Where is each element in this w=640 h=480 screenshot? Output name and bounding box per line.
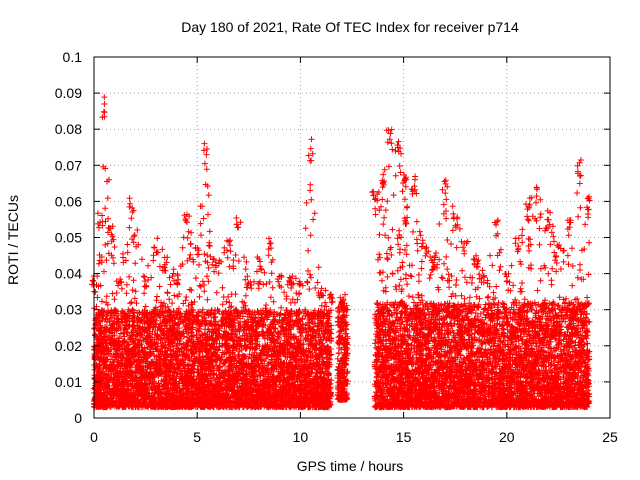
y-tick-label: 0.1 <box>63 49 83 65</box>
y-tick-label: 0 <box>74 410 82 426</box>
x-tick-label: 20 <box>499 429 515 445</box>
y-tick-label: 0.06 <box>55 193 82 209</box>
y-tick-label: 0.07 <box>55 157 82 173</box>
axis-ticks <box>93 56 611 419</box>
y-tick-labels: 0 0.01 0.02 0.03 0.04 0.05 0.06 0.07 0.08 0.09 0.1 <box>55 49 82 426</box>
x-tick-label: 15 <box>396 429 412 445</box>
y-tick-label: 0.09 <box>55 85 82 101</box>
chart-title: Day 180 of 2021, Rate Of TEC Index for r… <box>181 19 519 35</box>
y-tick-label: 0.08 <box>55 121 82 137</box>
y-tick-label: 0.03 <box>55 302 82 318</box>
y-tick-label: 0.05 <box>55 230 82 246</box>
x-tick-label: 0 <box>90 429 98 445</box>
y-tick-label: 0.02 <box>55 338 82 354</box>
x-tick-label: 10 <box>293 429 309 445</box>
y-tick-label: 0.01 <box>55 374 82 390</box>
x-axis-label: GPS time / hours <box>297 458 404 474</box>
y-axis-label: ROTI / TECUs <box>5 195 21 285</box>
scatter-series <box>89 94 593 411</box>
y-tick-label: 0.04 <box>55 266 82 282</box>
data-points <box>89 94 593 411</box>
x-tick-label: 25 <box>602 429 618 445</box>
x-tick-label: 5 <box>193 429 201 445</box>
x-tick-labels: 0 5 10 15 20 25 <box>90 429 618 445</box>
